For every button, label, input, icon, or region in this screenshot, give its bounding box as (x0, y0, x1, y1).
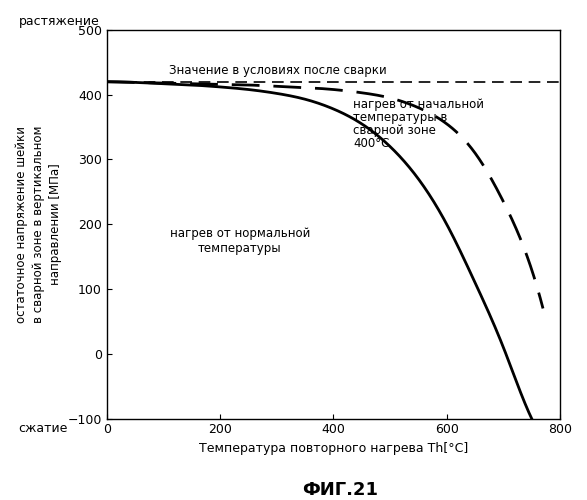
Text: температуры в: температуры в (353, 111, 448, 124)
Text: ФИГ.21: ФИГ.21 (302, 481, 379, 499)
Y-axis label: остаточное напряжение шейки
в сварной зоне в вертикальном
направлении [МПа]: остаточное напряжение шейки в сварной зо… (15, 126, 62, 323)
Text: Значение в условиях после сварки: Значение в условиях после сварки (169, 64, 387, 76)
Text: сжатие: сжатие (18, 422, 68, 436)
Text: растяжение: растяжение (18, 15, 99, 28)
Text: нагрев от начальной: нагрев от начальной (353, 98, 484, 111)
X-axis label: Температура повторного нагрева Th[°C]: Температура повторного нагрева Th[°C] (199, 442, 468, 455)
Text: 400°C: 400°C (353, 137, 390, 150)
Text: нагрев от нормальной: нагрев от нормальной (170, 228, 310, 240)
Text: температуры: температуры (198, 242, 282, 256)
Text: сварной зоне: сварной зоне (353, 124, 436, 137)
